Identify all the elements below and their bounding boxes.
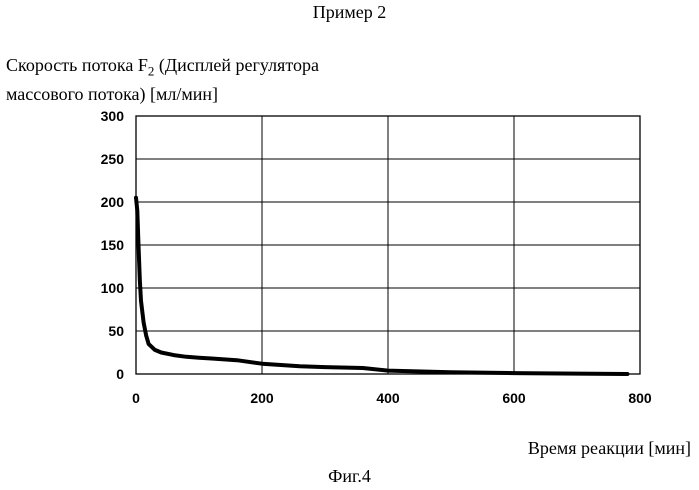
y-tick-label-250: 250 — [101, 151, 125, 167]
y-tick-label-0: 0 — [116, 366, 124, 382]
x-tick-label-800: 800 — [628, 390, 652, 406]
data-point — [323, 366, 326, 369]
data-point — [139, 299, 142, 302]
data-point — [197, 356, 200, 359]
data-point — [147, 342, 150, 345]
data-point — [512, 372, 515, 375]
y-tick-label-50: 50 — [108, 323, 124, 339]
y-tick-label-300: 300 — [101, 108, 125, 124]
data-point — [172, 354, 175, 357]
data-point — [210, 357, 213, 360]
data-point — [137, 243, 140, 246]
data-point — [142, 321, 145, 324]
x-axis-label: Время реакции [мин] — [528, 438, 691, 459]
data-point — [575, 372, 578, 375]
data-point — [160, 351, 163, 354]
data-point — [136, 209, 139, 212]
figure-caption: Фиг.4 — [0, 466, 699, 487]
series-line-0 — [136, 198, 627, 374]
y-tick-label-200: 200 — [101, 194, 125, 210]
x-tick-label-400: 400 — [376, 390, 400, 406]
data-point — [145, 334, 148, 337]
data-point — [134, 196, 137, 199]
data-point — [235, 359, 238, 362]
grid-layer — [136, 116, 640, 374]
data-point — [138, 278, 141, 281]
data-point — [153, 348, 156, 351]
data-point — [386, 369, 389, 372]
x-tick-label-600: 600 — [502, 390, 526, 406]
data-point — [626, 372, 629, 375]
tick-labels: 0 50 100 150 200 250 300 0 200 400 600 800 — [101, 108, 652, 406]
x-tick-label-0: 0 — [132, 390, 140, 406]
x-tick-label-200: 200 — [250, 390, 274, 406]
data-point — [298, 365, 301, 368]
data-point — [185, 355, 188, 358]
data-point — [449, 371, 452, 374]
y-tick-label-150: 150 — [101, 237, 125, 253]
series-layer — [134, 196, 629, 376]
data-point — [260, 362, 263, 365]
y-tick-label-100: 100 — [101, 280, 125, 296]
data-point — [361, 366, 364, 369]
